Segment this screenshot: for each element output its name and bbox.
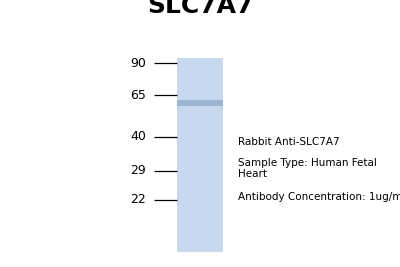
Text: 22: 22 (130, 193, 146, 206)
FancyBboxPatch shape (177, 100, 223, 106)
Text: Heart: Heart (238, 169, 268, 179)
Text: 40: 40 (130, 130, 146, 143)
FancyBboxPatch shape (177, 58, 223, 253)
Text: 65: 65 (130, 89, 146, 102)
Text: 29: 29 (130, 164, 146, 178)
Text: Sample Type: Human Fetal: Sample Type: Human Fetal (238, 158, 377, 168)
Text: SLC7A7: SLC7A7 (147, 0, 253, 18)
Text: Rabbit Anti-SLC7A7: Rabbit Anti-SLC7A7 (238, 137, 340, 147)
Text: Antibody Concentration: 1ug/mL: Antibody Concentration: 1ug/mL (238, 192, 400, 202)
Text: 90: 90 (130, 57, 146, 69)
